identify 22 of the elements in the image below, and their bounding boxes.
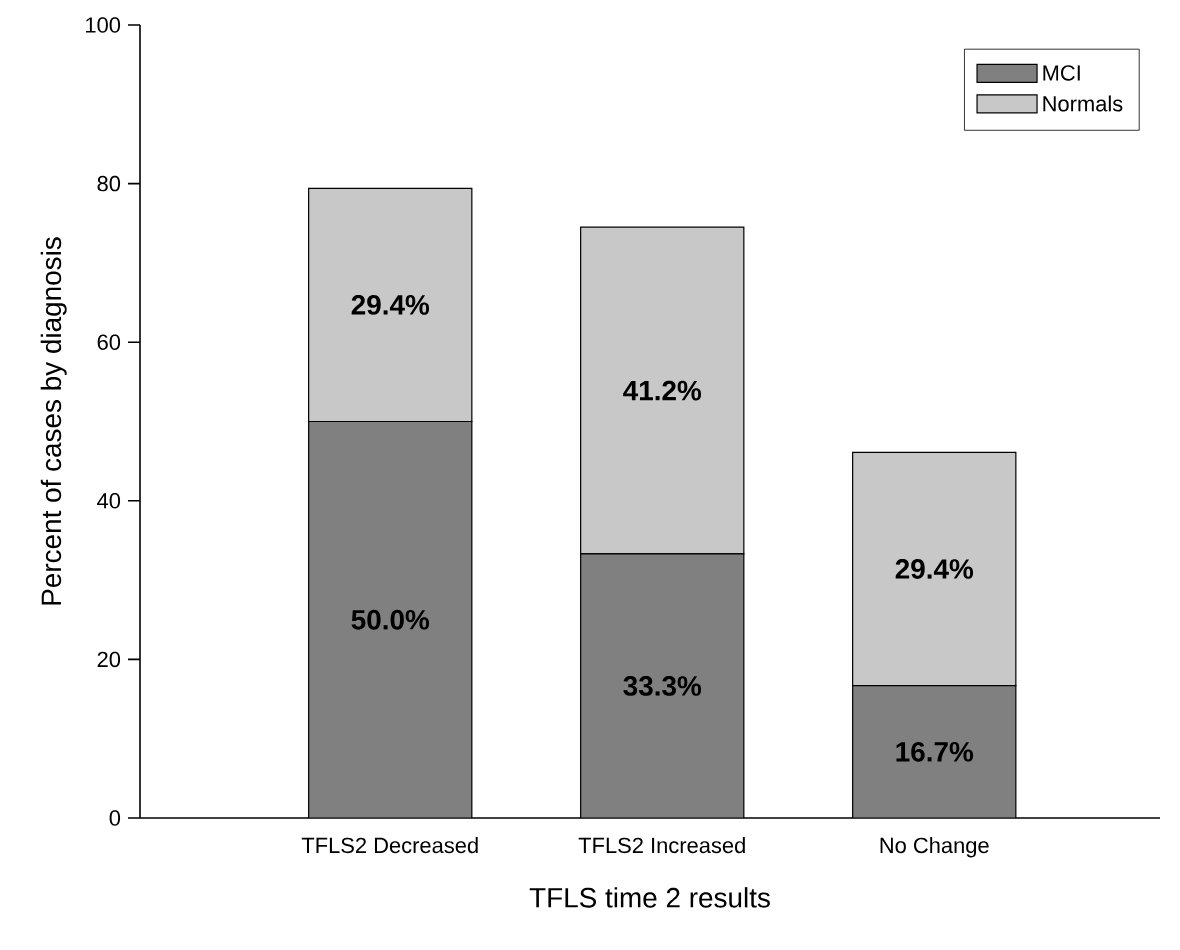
y-tick-label: 100 bbox=[86, 17, 121, 33]
legend-label: MCI bbox=[1043, 65, 1080, 81]
data-label: 50.0% bbox=[351, 609, 430, 630]
data-label: 29.4% bbox=[351, 295, 430, 315]
legend-label: Normals bbox=[1043, 95, 1123, 112]
y-axis-title: Percent of cases by diagnosis bbox=[40, 237, 67, 605]
data-label: 16.7% bbox=[896, 741, 974, 762]
y-tick-label: 20 bbox=[97, 651, 121, 668]
bar bbox=[852, 684, 1017, 818]
y-tick-label: 80 bbox=[97, 175, 121, 192]
x-tick-label: No Change bbox=[880, 837, 989, 858]
y-tick-label: 0 bbox=[109, 810, 121, 826]
x-axis-title: TFLS time 2 results bbox=[529, 887, 770, 908]
data-label: 41.2% bbox=[623, 380, 702, 401]
x-tick-label: TFLS2 Decreased bbox=[301, 837, 478, 854]
bar bbox=[308, 420, 473, 818]
y-tick-label: 60 bbox=[97, 334, 121, 350]
x-tick-label: TFLS2 Increased bbox=[578, 837, 745, 854]
y-tick-label: 40 bbox=[97, 493, 121, 509]
data-label: 33.3% bbox=[623, 676, 702, 696]
bar bbox=[580, 553, 745, 818]
data-label: 29.4% bbox=[895, 559, 974, 579]
